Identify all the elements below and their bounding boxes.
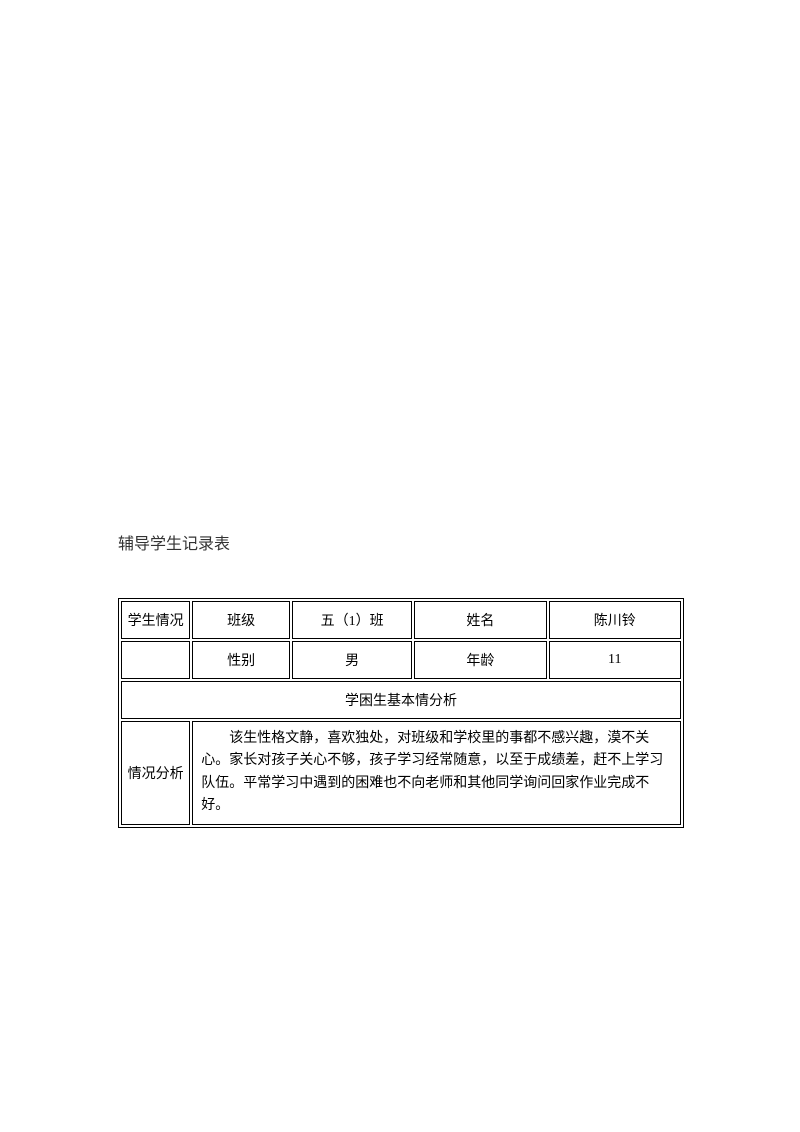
table-row-demographics: 性别 男 年龄 11 [121, 641, 681, 679]
analysis-label: 情况分析 [121, 721, 190, 825]
analysis-text: 该生性格文静，喜欢独处，对班级和学校里的事都不感兴趣，漠不关心。家长对孩子关心不… [201, 731, 663, 813]
name-value: 陈川铃 [549, 601, 681, 639]
analysis-content: 该生性格文静，喜欢独处，对班级和学校里的事都不感兴趣，漠不关心。家长对孩子关心不… [192, 721, 681, 825]
document-title: 辅导学生记录表 [118, 530, 684, 554]
table-row-student-info: 学生情况 班级 五（1）班 姓名 陈川铃 [121, 601, 681, 639]
name-label: 姓名 [414, 601, 546, 639]
analysis-section-header: 学困生基本情分析 [121, 681, 681, 719]
age-value: 11 [549, 641, 681, 679]
class-value: 五（1）班 [292, 601, 412, 639]
empty-cell [121, 641, 190, 679]
student-info-label: 学生情况 [121, 601, 190, 639]
table-row-section-header: 学困生基本情分析 [121, 681, 681, 719]
student-record-table: 学生情况 班级 五（1）班 姓名 陈川铃 性别 男 年龄 11 学困生基本情分析… [118, 598, 684, 828]
class-label: 班级 [192, 601, 290, 639]
document-content: 辅导学生记录表 学生情况 班级 五（1）班 姓名 陈川铃 性别 男 年龄 11 … [118, 530, 684, 828]
gender-value: 男 [292, 641, 412, 679]
age-label: 年龄 [414, 641, 546, 679]
table-row-analysis: 情况分析 该生性格文静，喜欢独处，对班级和学校里的事都不感兴趣，漠不关心。家长对… [121, 721, 681, 825]
gender-label: 性别 [192, 641, 290, 679]
